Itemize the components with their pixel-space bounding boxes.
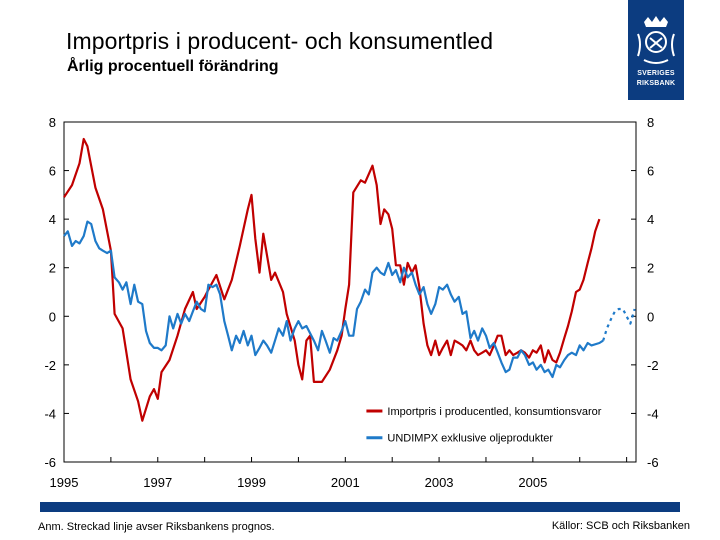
legend-label: UNDIMPX exklusive oljeprodukter [387,433,553,445]
plot-frame [63,121,637,463]
y-tick-label-right: 0 [647,309,654,324]
x-tick-label: 1999 [237,475,266,490]
chart-subtitle: Årlig procentuell förändring [67,58,279,75]
tick-labels: 8 6 4 2 0 -2 -4 -6 8 6 4 2 0 -2 -4 -6 1995 1997 1999 2001 20… [44,115,658,490]
y-tick-label-right: 6 [647,164,654,179]
crown-crest-icon [637,16,675,64]
series-line-0 [63,137,601,422]
riksbank-logo: SVERIGES RIKSBANK [628,0,684,100]
legend: Importpris i producentled, konsumtionsva… [366,406,602,445]
series-line-2 [602,307,636,341]
y-tick-label-right: 4 [647,212,654,227]
y-tick-label-right: 2 [647,261,654,276]
line-chart: 8 6 4 2 0 -2 -4 -6 8 6 4 2 0 -2 -4 -6 1995 1997 1999 2001 20… [44,115,658,490]
x-tick-label: 1995 [50,475,79,490]
y-tick-label-left: -6 [44,455,56,470]
y-tick-label-left: -4 [44,406,56,421]
y-tick-label-left: 8 [49,115,56,130]
series-lines [63,137,636,422]
y-tick-label-left: -2 [44,358,56,373]
y-tick-label-left: 2 [49,261,56,276]
source-note: Källor: SCB och Riksbanken [551,520,690,532]
y-tick-label-right: -2 [647,358,659,373]
legend-label: Importpris i producentled, konsumtionsva… [387,406,601,418]
footer-bar [40,502,680,512]
x-tick-label: 1997 [143,475,172,490]
logo-line-1: SVERIGES [637,70,675,77]
logo-line-2: RIKSBANK [636,80,676,87]
y-tick-label-right: -4 [647,406,659,421]
x-tick-label: 2005 [518,475,547,490]
x-tick-label: 2003 [425,475,454,490]
series-line-1 [63,220,604,379]
y-tick-label-right: 8 [647,115,654,130]
y-tick-label-left: 4 [49,212,56,227]
axis-frame [63,121,637,463]
y-tick-label-left: 0 [49,309,56,324]
y-tick-label-right: -6 [647,455,659,470]
y-tick-label-left: 6 [49,164,56,179]
chart-title: Importpris i producent- och konsumentled [66,28,494,54]
x-tick-label: 2001 [331,475,360,490]
footnote: Anm. Streckad linje avser Riksbankens pr… [38,521,275,533]
